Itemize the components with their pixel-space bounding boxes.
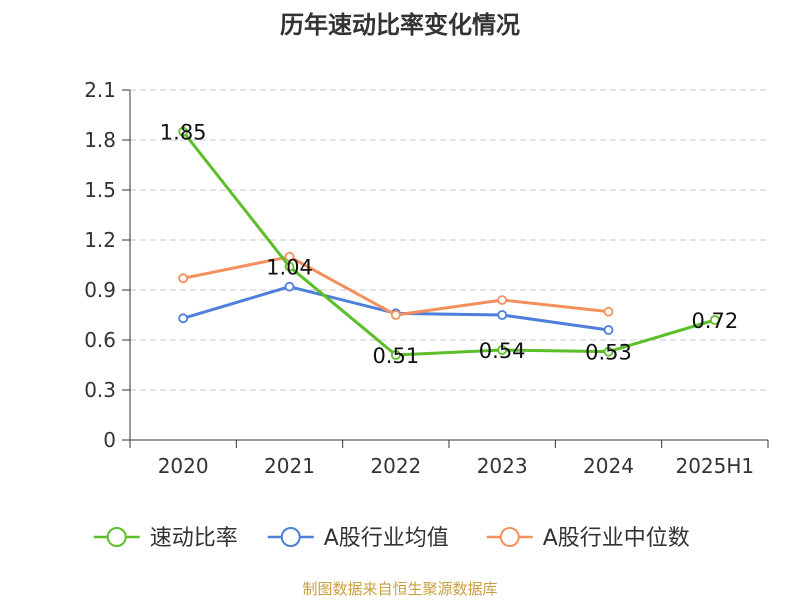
data-label: 0.54 (479, 339, 526, 363)
y-tick-label: 2.1 (84, 78, 116, 102)
y-tick-label: 1.5 (84, 178, 116, 202)
data-point (178, 313, 189, 324)
y-tick-label: 0.6 (84, 328, 116, 352)
legend-item: A股行业中位数 (486, 526, 690, 551)
data-label: 0.53 (585, 341, 632, 365)
source-note: 制图数据来自恒生聚源数据库 (302, 580, 497, 598)
data-point (497, 310, 508, 320)
legend-marker (499, 527, 520, 547)
x-tick-label: 2024 (583, 454, 634, 478)
series-line (182, 285, 609, 332)
legend-label: 速动比率 (150, 526, 238, 551)
data-label: 0.51 (372, 344, 419, 368)
data-point (497, 345, 508, 355)
data-point (284, 261, 295, 272)
data-point (284, 251, 295, 262)
label-layer: 1.85 1.04 0.51 0.54 0.53 0.72 (160, 121, 738, 368)
axis-layer: 0 0.3 0.6 0.9 1.2 1.5 1.8 2.1 2020 2021 2022 2023 20… (84, 78, 769, 478)
grid-layer (130, 89, 768, 391)
data-point (390, 310, 401, 320)
chart-title: 历年速动比率变化情况 (280, 11, 520, 39)
y-tick-label: 0 (103, 428, 116, 452)
data-point (178, 273, 189, 284)
legend-marker (280, 527, 301, 547)
data-point (178, 126, 189, 137)
x-tick-label: 2020 (158, 454, 209, 478)
data-point (603, 346, 614, 357)
data-point (603, 306, 614, 317)
data-point (390, 350, 401, 360)
data-label: 1.85 (160, 121, 207, 145)
legend-marker (106, 527, 127, 547)
series-layer (178, 126, 720, 360)
legend-item: 速动比率 (93, 526, 238, 551)
x-tick-label: 2022 (370, 454, 421, 478)
y-tick-label: 0.3 (84, 378, 116, 402)
legend: 速动比率 A股行业均值 A股行业中位数 (93, 526, 690, 551)
x-tick-label: 2023 (477, 454, 528, 478)
data-point (603, 325, 614, 335)
y-tick-label: 1.8 (84, 128, 116, 152)
legend-label: A股行业均值 (324, 526, 449, 551)
y-tick-label: 0.9 (84, 278, 116, 302)
data-point (497, 295, 508, 305)
legend-label: A股行业中位数 (543, 526, 690, 551)
x-tick-label: 2025H1 (675, 454, 754, 478)
data-point (709, 315, 720, 325)
data-label: 1.04 (266, 256, 313, 280)
legend-item: A股行业均值 (267, 526, 449, 551)
x-tick-label: 2021 (264, 454, 315, 478)
y-tick-label: 1.2 (84, 228, 116, 252)
series-line (182, 255, 609, 317)
data-point (284, 281, 295, 292)
series-line (181, 130, 716, 357)
data-label: 0.72 (691, 309, 738, 333)
